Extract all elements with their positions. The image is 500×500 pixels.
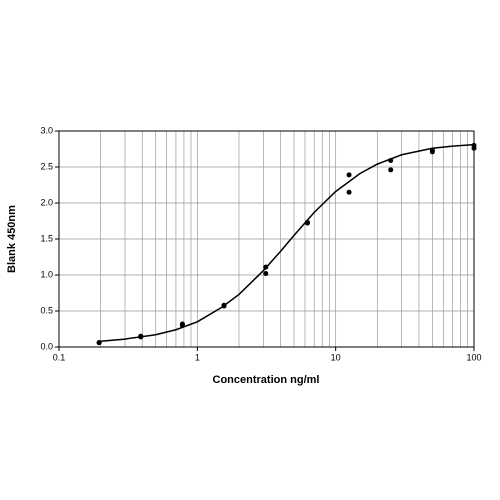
x-tick-label: 100 [466,352,481,362]
data-point [388,167,394,173]
data-point [179,322,185,328]
data-point [346,189,352,195]
data-point [138,334,144,340]
y-axis-title: Blank 450nm [6,205,18,273]
data-point [429,149,435,155]
data-point [263,264,269,270]
data-point [221,303,227,309]
y-tick-label: 1.0 [40,269,53,279]
data-point [471,145,477,151]
x-tick-label: 10 [331,352,341,362]
y-tick-label: 3.0 [40,125,53,135]
plot-frame [58,130,475,348]
y-tick-label: 2.0 [40,197,53,207]
y-tick-label: 2.5 [40,161,53,171]
fit-curve [100,143,475,342]
data-point [304,220,310,226]
y-tick-label: 1.5 [40,233,53,243]
data-point [263,271,269,277]
y-tick-label: 0.5 [40,305,53,315]
x-axis-title: Concentration ng/ml [213,374,320,386]
data-point [346,172,352,178]
data-point [96,340,102,346]
x-tick-label: 0.1 [53,352,66,362]
x-tick-label: 1 [195,352,200,362]
data-point [388,158,394,164]
y-tick-label: 0.0 [40,341,53,351]
